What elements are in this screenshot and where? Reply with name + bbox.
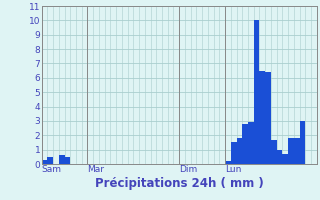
Bar [59,155,65,164]
Bar [282,154,288,164]
Bar [271,140,277,164]
Bar [300,121,305,164]
Bar [294,138,300,164]
Bar [42,160,47,164]
Bar [254,20,260,164]
Bar [248,122,254,164]
X-axis label: Précipitations 24h ( mm ): Précipitations 24h ( mm ) [95,177,264,190]
Bar [236,138,242,164]
Bar [225,161,231,164]
Bar [277,150,282,164]
Bar [265,72,271,164]
Bar [260,71,265,164]
Bar [231,142,236,164]
Bar [47,157,53,164]
Bar [288,138,294,164]
Bar [65,157,70,164]
Bar [242,124,248,164]
